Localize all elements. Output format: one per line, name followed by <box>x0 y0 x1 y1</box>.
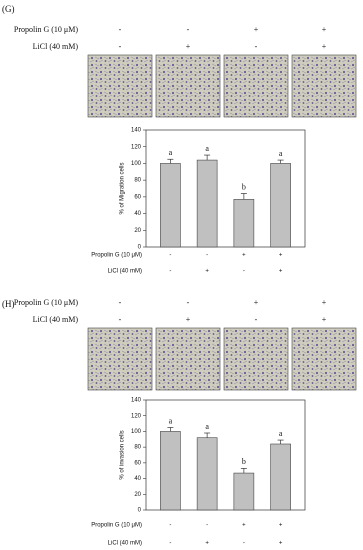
plot-frame <box>145 129 306 248</box>
y-tick-label: 140 <box>131 398 142 404</box>
bar <box>196 437 218 511</box>
sign: - <box>119 298 122 307</box>
x-sign: + <box>205 269 209 275</box>
significance-letter: a <box>169 148 173 157</box>
row-label: Propolin G (10 μM) <box>14 25 78 34</box>
y-axis-label: % of invasion cells <box>120 430 126 479</box>
significance-letter: b <box>242 182 246 191</box>
row-label: Propolin G (10 μM) <box>14 298 78 307</box>
significance-letter: a <box>279 149 283 158</box>
y-tick-label: 40 <box>134 476 141 482</box>
sign: + <box>254 298 259 307</box>
micrograph <box>291 327 357 391</box>
significance-letter: a <box>205 144 209 153</box>
sign: + <box>322 42 327 51</box>
micrograph <box>87 54 153 118</box>
sign: + <box>322 25 327 34</box>
bar <box>160 431 181 511</box>
x-sign: + <box>242 253 246 259</box>
micrograph <box>155 327 221 391</box>
y-tick-label: 20 <box>134 492 141 498</box>
sign: - <box>119 315 122 324</box>
y-tick-label: 120 <box>131 413 142 419</box>
micrograph <box>223 327 289 391</box>
x-sign: - <box>243 269 245 275</box>
micrograph <box>87 327 153 391</box>
x-sign: + <box>242 523 246 529</box>
x-sign: - <box>169 541 171 547</box>
bar <box>233 199 255 248</box>
y-tick-label: 100 <box>131 429 142 435</box>
y-tick-label: 60 <box>134 194 141 200</box>
x-sign: - <box>169 523 171 529</box>
sign: - <box>187 298 190 307</box>
y-tick-label: 0 <box>138 508 142 514</box>
panel-label: (G) <box>2 4 15 14</box>
sign: + <box>322 298 327 307</box>
y-tick-label: 80 <box>134 445 141 451</box>
x-row-label: Propolin G (10 μM) <box>91 523 142 529</box>
x-sign: + <box>279 541 283 547</box>
sign: - <box>119 25 122 34</box>
sign: - <box>187 25 190 34</box>
significance-letter: a <box>169 416 173 425</box>
y-tick-label: 0 <box>138 245 142 251</box>
bar <box>233 472 255 511</box>
x-row-label: Propolin G (10 μM) <box>91 253 142 259</box>
x-sign: - <box>243 541 245 547</box>
significance-letter: a <box>279 429 283 438</box>
x-sign: - <box>169 253 171 259</box>
y-tick-label: 40 <box>134 211 141 217</box>
sign: + <box>186 42 191 51</box>
x-sign: + <box>279 269 283 275</box>
x-sign: + <box>279 253 283 259</box>
x-sign: + <box>205 541 209 547</box>
sign: + <box>186 315 191 324</box>
micrograph <box>291 54 357 118</box>
sign: + <box>254 25 259 34</box>
bar <box>270 443 291 511</box>
plot-frame <box>145 399 306 511</box>
y-tick-label: 140 <box>131 128 142 134</box>
y-tick-label: 20 <box>134 228 141 234</box>
x-row-label: LiCl (40 mM) <box>108 541 142 547</box>
x-sign: + <box>279 523 283 529</box>
bar <box>270 163 291 248</box>
significance-letter: b <box>242 457 246 466</box>
x-row-label: LiCl (40 mM) <box>108 269 142 275</box>
significance-letter: a <box>205 422 209 431</box>
micrograph <box>155 54 221 118</box>
sign: - <box>255 42 258 51</box>
y-tick-label: 60 <box>134 460 141 466</box>
row-label: LiCl (40 mM) <box>33 42 79 51</box>
sign: - <box>119 42 122 51</box>
bar <box>196 159 218 248</box>
panel-label: (H) <box>2 299 15 309</box>
micrograph <box>223 54 289 118</box>
bar <box>160 163 181 248</box>
y-tick-label: 80 <box>134 178 141 184</box>
x-sign: - <box>206 523 208 529</box>
sign: - <box>255 315 258 324</box>
y-axis-label: % of Migration cells <box>120 162 126 214</box>
x-sign: - <box>169 269 171 275</box>
sign: + <box>322 315 327 324</box>
row-label: LiCl (40 mM) <box>33 315 79 324</box>
y-tick-label: 120 <box>131 144 142 150</box>
x-sign: - <box>206 253 208 259</box>
y-tick-label: 100 <box>131 161 142 167</box>
